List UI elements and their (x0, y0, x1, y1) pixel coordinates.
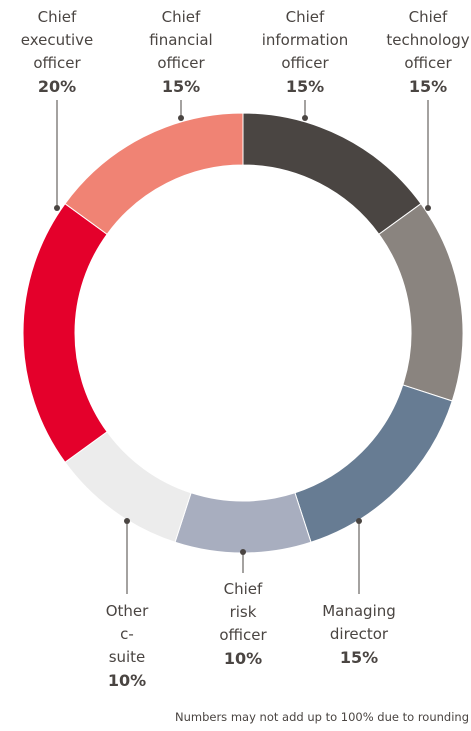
category-name: Other c-suite (105, 602, 149, 666)
donut-segment (64, 112, 244, 235)
segment-label: Chief information officer 15% (262, 6, 349, 99)
leader-dot (240, 549, 246, 555)
segment-label: Managing director 15% (322, 600, 396, 670)
leader-dot (425, 205, 431, 211)
donut-segment (22, 202, 108, 464)
leader-dot (356, 518, 362, 524)
value-label: 10% (223, 649, 263, 668)
segment-label: Chief risk officer 10% (219, 578, 266, 671)
category-name: Chief information officer (261, 8, 349, 72)
leader-dot (178, 115, 184, 121)
segment-label: Other c-suite 10% (106, 600, 149, 693)
value-label: 15% (285, 77, 325, 96)
value-label: 10% (107, 671, 147, 690)
value-label: 15% (161, 77, 201, 96)
leader-dot (124, 518, 130, 524)
category-name: Chief risk officer (219, 580, 267, 644)
category-name: Managing director (322, 602, 396, 643)
segment-label: Chief technology officer 15% (386, 6, 469, 99)
donut-segment (378, 202, 464, 402)
donut-segment (242, 112, 422, 235)
donut-segment (174, 492, 312, 554)
footnote: Numbers may not add up to 100% due to ro… (174, 710, 469, 724)
segment-label: Chief executive officer 20% (21, 6, 94, 99)
value-label: 15% (339, 648, 379, 667)
leader-dot (302, 115, 308, 121)
category-name: Chief executive officer (20, 8, 94, 72)
segment-label: Chief financial officer 15% (149, 6, 212, 99)
leader-dot (54, 205, 60, 211)
category-name: Chief financial officer (149, 8, 213, 72)
donut-segment (294, 384, 453, 543)
value-label: 20% (37, 77, 77, 96)
category-name: Chief technology officer (386, 8, 470, 72)
value-label: 15% (408, 77, 448, 96)
